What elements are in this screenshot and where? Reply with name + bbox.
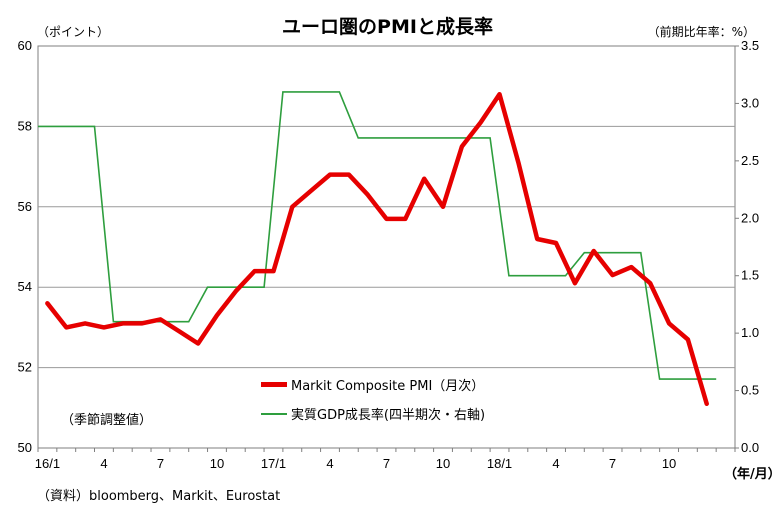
y-right-tick-label: 1.5 [741, 268, 759, 283]
x-tick-label: 16/1 [35, 456, 60, 471]
legend-swatch-pmi [261, 382, 287, 387]
y-left-tick-label: 58 [18, 118, 32, 133]
pmi-line [45, 91, 709, 407]
x-tick-label: 4 [552, 456, 559, 471]
y-right-tick-label: 2.0 [741, 210, 759, 225]
y-right-tick-label: 0.0 [741, 440, 759, 455]
y-left-tick-label: 54 [18, 279, 32, 294]
x-tick-label: 4 [100, 456, 107, 471]
legend-item-gdp: 実質GDP成長率(四半期次・右軸) [261, 399, 485, 428]
y-right-tick-label: 2.5 [741, 153, 759, 168]
y-left-unit-label: （ポイント） [37, 25, 110, 39]
legend-label-gdp: 実質GDP成長率(四半期次・右軸) [291, 408, 486, 423]
y-left-tick-label: 56 [18, 199, 32, 214]
y-right-tick-label: 3.5 [741, 38, 759, 53]
y-right-tick-label: 0.5 [741, 383, 759, 398]
chart-title: ユーロ圏のPMIと成長率 [282, 16, 493, 38]
y-left-tick-label: 52 [18, 360, 32, 375]
source-note: （資料）bloomberg、Markit、Eurostat [37, 489, 281, 504]
gdp-growth-line [38, 91, 717, 380]
plot-area-frame [37, 45, 736, 449]
y-left-tick-label: 60 [18, 38, 32, 53]
y-left-tick-label: 50 [18, 440, 32, 455]
x-axis-unit-label: （年/月） [724, 467, 775, 482]
legend-label-pmi: Markit Composite PMI（月次） [291, 379, 485, 394]
legend-swatch-gdp [261, 412, 287, 415]
x-tick-label: 10 [210, 456, 224, 471]
seasonal-adjustment-note: （季節調整値） [61, 413, 153, 428]
x-tick-label: 7 [157, 456, 164, 471]
x-tick-label: 4 [326, 456, 333, 471]
legend: Markit Composite PMI（月次） 実質GDP成長率(四半期次・右… [261, 370, 485, 428]
legend-item-pmi: Markit Composite PMI（月次） [261, 370, 485, 399]
y-right-unit-label: （前期比年率：%） [647, 25, 755, 39]
x-tick-label: 17/1 [261, 456, 286, 471]
y-right-tick-label: 1.0 [741, 325, 759, 340]
x-tick-label: 10 [436, 456, 450, 471]
x-tick-label: 7 [383, 456, 390, 471]
y-right-tick-label: 3.0 [741, 95, 759, 110]
x-tick-label: 18/1 [487, 456, 512, 471]
x-tick-label: 10 [662, 456, 676, 471]
x-tick-label: 7 [609, 456, 616, 471]
